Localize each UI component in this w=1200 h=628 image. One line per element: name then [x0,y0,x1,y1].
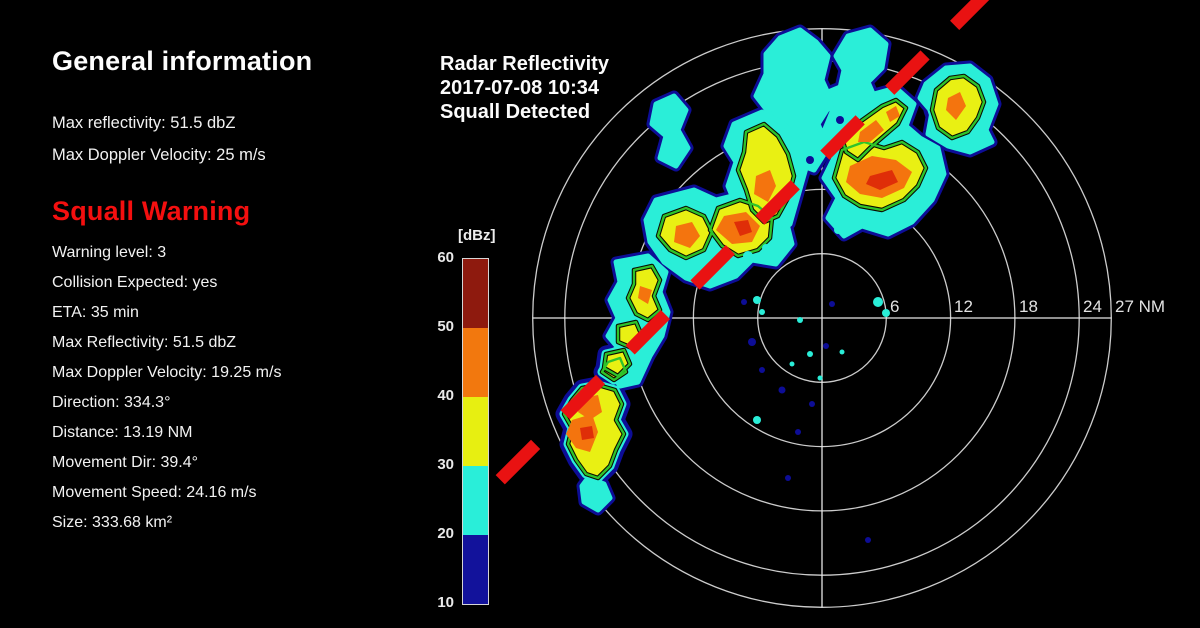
colorbar-seg-30-40 [463,397,488,466]
squall-warning-line: ETA: 35 min [52,304,139,321]
squall-warning-line: Max Doppler Velocity: 19.25 m/s [52,364,282,381]
colorbar-seg-20-30 [463,466,488,535]
radar-title-line3: Squall Detected [440,101,591,123]
colorbar-tick-10: 10 [437,594,454,611]
squall-warning-line: Max Reflectivity: 51.5 dbZ [52,334,237,351]
colorbar-tick-60: 60 [437,249,454,266]
range-label-6: 6 [890,297,899,316]
colorbar-seg-40-50 [463,328,488,397]
general-info-line: Max Doppler Velocity: 25 m/s [52,145,266,164]
squall-warning-lines: Warning level: 3 Collision Expected: yes E… [52,238,281,538]
squall-warning-line: Distance: 13.19 NM [52,424,193,441]
echo-specks-blue [741,116,871,543]
squall-warning-line: Direction: 334.3° [52,394,171,411]
general-info-line: Max reflectivity: 51.5 dbZ [52,114,236,132]
colorbar-tick-20: 20 [437,525,454,542]
squall-warning-line: Size: 333.68 km² [52,514,173,531]
colorbar [462,258,489,605]
squall-warning-line: Movement Speed: 24.16 m/s [52,484,257,501]
squall-line-marker [482,0,990,498]
radar-title-line1: Radar Reflectivity [440,53,609,75]
general-info-title: General information [52,46,313,76]
general-info-lines: Max reflectivity: 51.5 dbZ Max Doppler Ve… [52,108,266,171]
range-label-12: 12 [954,297,973,316]
squall-warning-line: Warning level: 3 [52,244,167,261]
colorbar-seg-50-60 [463,259,488,328]
echo-red-cores [580,170,898,440]
range-ring-labels: 6 12 18 24 27 NM [890,297,1165,316]
colorbar-tick-40: 40 [437,387,454,404]
squall-warning-line: Movement Dir: 39.4° [52,454,199,471]
squall-warning-title: Squall Warning [52,196,251,226]
range-label-27nm: 27 NM [1115,297,1165,316]
colorbar-unit-label: [dBz] [458,227,496,244]
squall-warning-line: Collision Expected: yes [52,274,218,291]
colorbar-tick-30: 30 [437,456,454,473]
range-label-24: 24 [1083,297,1102,316]
radar-title-line2: 2017-07-08 10:34 [440,77,600,99]
colorbar-seg-10-20 [463,535,488,604]
range-label-18: 18 [1019,297,1038,316]
colorbar-tick-50: 50 [437,318,454,335]
radar-plot-title: Radar Reflectivity 2017-07-08 10:34 Squa… [440,52,609,124]
echo-specks-cyan [743,132,890,424]
